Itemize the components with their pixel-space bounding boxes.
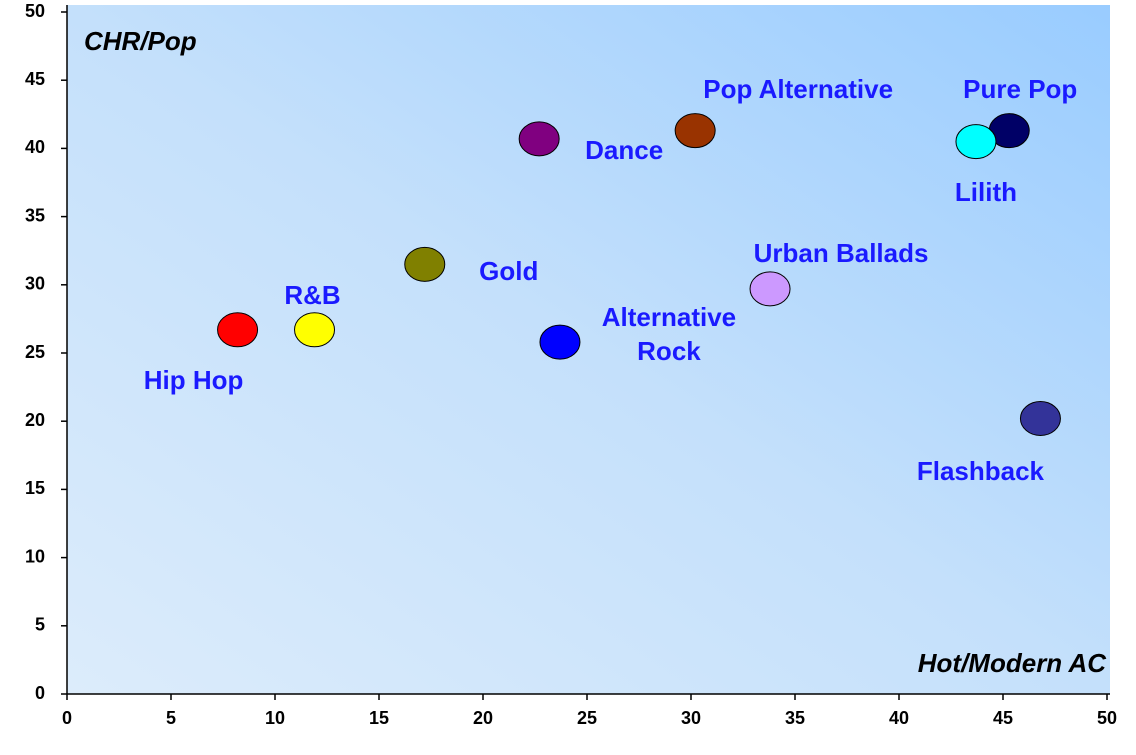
y-tick-label: 10 xyxy=(25,546,45,566)
y-tick-label: 5 xyxy=(35,615,45,635)
x-tick-label: 15 xyxy=(369,708,389,728)
point-label: Lilith xyxy=(954,176,1017,207)
point xyxy=(1019,400,1061,436)
point-label: R&B xyxy=(284,279,341,310)
point-label: Gold xyxy=(479,256,539,287)
x-tick-label: 20 xyxy=(473,708,493,728)
point xyxy=(518,121,560,157)
y-axis-title: CHR/Pop xyxy=(84,26,197,56)
x-tick-label: 45 xyxy=(993,708,1013,728)
point-label: Pure Pop xyxy=(963,73,1078,104)
x-tick-label: 40 xyxy=(889,708,909,728)
point xyxy=(404,246,446,282)
y-tick-label: 45 xyxy=(25,69,45,89)
x-tick-label: 30 xyxy=(681,708,701,728)
x-tick-label: 25 xyxy=(577,708,597,728)
y-tick-label: 15 xyxy=(25,478,45,498)
point xyxy=(749,271,791,307)
x-tick-label: 35 xyxy=(785,708,805,728)
point-label: Alternative Rock xyxy=(601,302,737,367)
plot-area xyxy=(67,5,1110,694)
point xyxy=(955,124,997,160)
y-tick-label: 40 xyxy=(25,137,45,157)
y-tick-label: 0 xyxy=(35,683,45,703)
y-tick-label: 50 xyxy=(25,1,45,21)
y-tick-label: 30 xyxy=(25,274,45,294)
x-tick-label: 10 xyxy=(265,708,285,728)
y-tick-label: 25 xyxy=(25,342,45,362)
y-tick-label: 35 xyxy=(25,205,45,225)
point-label: Pop Alternative xyxy=(703,73,894,104)
x-tick-label: 0 xyxy=(62,708,72,728)
point xyxy=(217,312,259,348)
point-label: Urban Ballads xyxy=(753,237,929,268)
y-tick-label: 20 xyxy=(25,410,45,430)
point-label: Flashback xyxy=(916,456,1045,487)
x-tick-label: 50 xyxy=(1097,708,1117,728)
x-tick-label: 5 xyxy=(166,708,176,728)
point-label: Hip Hop xyxy=(143,364,244,395)
point xyxy=(674,113,716,149)
point xyxy=(539,324,581,360)
point xyxy=(294,312,336,348)
x-axis-title: Hot/Modern AC xyxy=(917,648,1106,678)
point-label: Dance xyxy=(585,134,664,165)
